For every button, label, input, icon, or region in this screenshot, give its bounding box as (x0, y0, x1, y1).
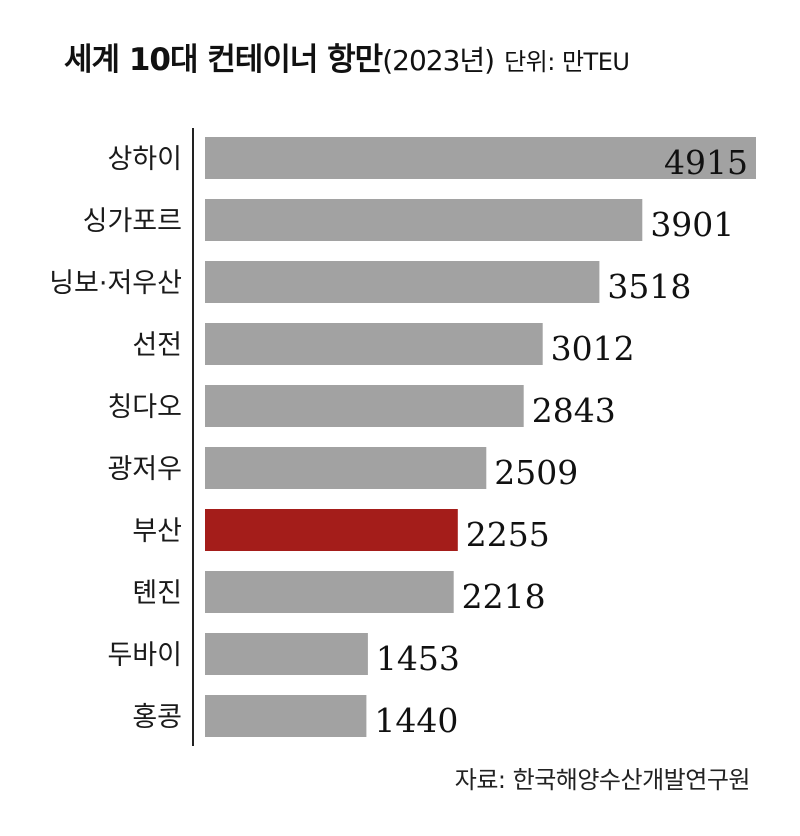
category-label-9: 두바이 (107, 640, 182, 671)
unit-note: 단위: 만TEU (504, 48, 630, 76)
category-label-2: 싱가포르 (83, 206, 182, 237)
value-label-2: 3901 (650, 205, 734, 244)
value-label-7: 2255 (466, 515, 550, 554)
value-label-8: 2218 (462, 577, 546, 616)
category-label-3: 닝보·저우산 (49, 268, 182, 299)
category-label-4: 선전 (132, 330, 182, 361)
bar-6 (205, 447, 487, 489)
category-label-6: 광저우 (107, 454, 182, 485)
bar-1 (205, 137, 756, 179)
bar-5 (205, 385, 524, 427)
bar-3 (205, 261, 600, 303)
bar-9 (205, 633, 368, 675)
bar-10 (205, 695, 367, 737)
chart-subtitle: (2023년) (382, 44, 495, 77)
value-label-6: 2509 (494, 453, 578, 492)
category-label-8: 톈진 (132, 578, 182, 609)
value-label-9: 1453 (376, 639, 460, 678)
source-note: 자료: 한국해양수산개발연구원 (454, 766, 751, 794)
category-label-7: 부산 (132, 516, 182, 547)
value-label-10: 1440 (374, 701, 458, 740)
bar-4 (205, 323, 543, 365)
value-label-4: 3012 (551, 329, 635, 368)
category-label-1: 상하이 (107, 144, 182, 175)
bar-2 (205, 199, 643, 241)
value-label-1: 4915 (664, 143, 748, 182)
bars-group: 상하이 4915 싱가포르 3901 닝보·저우산 3518 선전 3012 칭다오 2843 광저… (49, 137, 756, 740)
chart-title: 세계 10대 컨테이너 항만 (64, 42, 383, 78)
category-label-10: 홍콩 (132, 702, 182, 733)
chart-title-row: 세계 10대 컨테이너 항만(2023년) 단위: 만TEU (64, 34, 630, 84)
value-label-5: 2843 (532, 391, 616, 430)
bar-7 (205, 509, 458, 551)
bar-8 (205, 571, 454, 613)
category-label-5: 칭다오 (107, 392, 182, 423)
value-label-3: 3518 (607, 267, 691, 306)
